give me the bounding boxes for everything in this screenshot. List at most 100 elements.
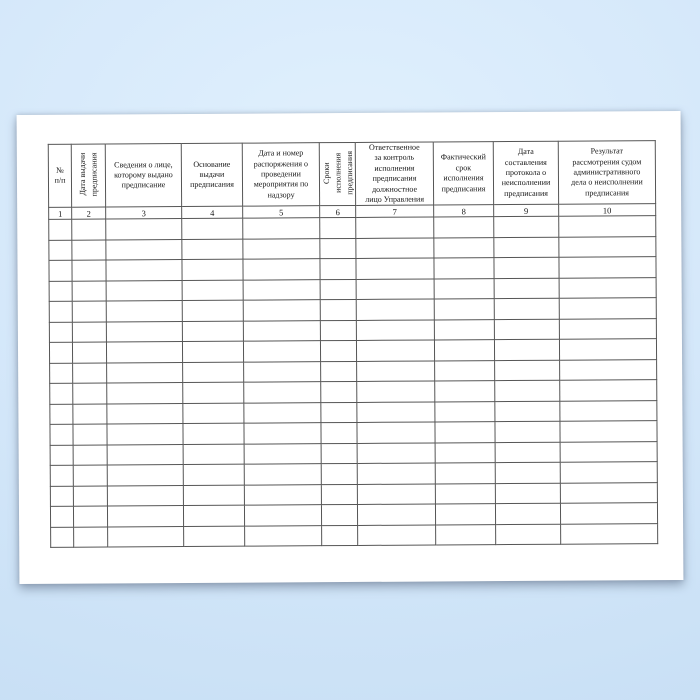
table-cell bbox=[434, 401, 495, 423]
table-cell bbox=[434, 421, 496, 443]
table-cell bbox=[435, 483, 496, 505]
table-cell bbox=[48, 240, 72, 261]
table-cell bbox=[182, 341, 244, 363]
table-cell bbox=[182, 423, 245, 445]
table-cell bbox=[560, 441, 658, 463]
table-cell bbox=[72, 321, 107, 343]
table-cell bbox=[107, 526, 184, 548]
table-cell bbox=[320, 381, 357, 403]
table-cell bbox=[243, 341, 321, 362]
table-cell bbox=[495, 524, 561, 545]
table-cell bbox=[560, 482, 658, 504]
column-number: 1 bbox=[48, 207, 72, 220]
table-cell bbox=[106, 321, 183, 343]
col-header-npp-label: № п/п bbox=[54, 165, 66, 185]
table-cell bbox=[494, 339, 560, 361]
table-cell bbox=[106, 362, 183, 384]
table-cell bbox=[434, 380, 495, 402]
col-header-responsible-official: Ответственное за контроль исполнения пре… bbox=[355, 141, 434, 206]
table-cell bbox=[49, 404, 73, 425]
table-cell bbox=[105, 239, 182, 261]
table-cell bbox=[242, 259, 321, 280]
col-header-court-result-label: Результат рассмотрения судом администрат… bbox=[571, 146, 643, 198]
table-cell bbox=[244, 443, 322, 465]
header-row: № п/п Дата выдачи предписания Сведения о… bbox=[48, 140, 656, 208]
table-cell bbox=[321, 443, 358, 465]
table-cell bbox=[183, 464, 245, 486]
table-cell bbox=[320, 279, 357, 301]
table-cell bbox=[49, 424, 74, 446]
col-header-execution-terms: Сроки исполнения предписания bbox=[319, 142, 356, 207]
table-cell bbox=[243, 402, 321, 424]
table-cell bbox=[435, 503, 496, 525]
table-cell bbox=[73, 444, 108, 466]
table-cell bbox=[435, 462, 496, 484]
table-cell bbox=[72, 301, 107, 323]
table-cell bbox=[494, 319, 560, 340]
table-cell bbox=[71, 219, 106, 241]
table-cell bbox=[356, 319, 435, 341]
column-number: 2 bbox=[71, 207, 106, 220]
table-cell bbox=[73, 506, 108, 528]
table-cell bbox=[495, 503, 561, 525]
table-cell bbox=[105, 218, 182, 240]
table-cell bbox=[356, 401, 435, 423]
table-cell bbox=[558, 256, 657, 279]
table-cell bbox=[106, 403, 183, 425]
table-cell bbox=[181, 238, 243, 260]
table-cell bbox=[355, 237, 434, 259]
table-cell bbox=[72, 362, 107, 384]
table-cell bbox=[559, 297, 657, 320]
table-cell bbox=[434, 339, 495, 361]
table-cell bbox=[560, 502, 658, 525]
empty-rows bbox=[48, 215, 658, 548]
column-number: 4 bbox=[181, 206, 243, 219]
table-cell bbox=[493, 257, 560, 279]
table-cell bbox=[49, 301, 73, 323]
col-header-issue-basis-label: Основание выдачи предписания bbox=[190, 159, 234, 190]
table-cell bbox=[106, 423, 184, 445]
table-cell bbox=[49, 322, 73, 343]
table-cell bbox=[183, 484, 245, 506]
table-cell bbox=[243, 279, 321, 301]
table-cell bbox=[321, 504, 358, 526]
table-cell bbox=[182, 279, 244, 301]
table-cell bbox=[356, 278, 435, 300]
table-cell bbox=[320, 340, 357, 362]
column-number: 10 bbox=[558, 203, 656, 217]
column-number: 3 bbox=[105, 206, 182, 220]
col-header-court-result: Результат рассмотрения судом администрат… bbox=[558, 140, 656, 205]
table-cell bbox=[320, 402, 357, 424]
table-cell bbox=[356, 360, 435, 382]
table-cell bbox=[244, 484, 322, 506]
table-cell bbox=[319, 238, 356, 260]
col-header-npp: № п/п bbox=[48, 144, 72, 208]
table-cell bbox=[106, 341, 183, 363]
table-cell bbox=[321, 525, 358, 547]
table-cell bbox=[494, 421, 561, 443]
table-cell bbox=[49, 383, 73, 405]
table-cell bbox=[48, 260, 73, 282]
col-header-issue-date: Дата выдачи предписания bbox=[71, 143, 106, 208]
col-header-protocol-date-label: Дата составления протокола о неисполнени… bbox=[501, 147, 551, 198]
column-number: 8 bbox=[433, 204, 494, 218]
column-number: 5 bbox=[242, 206, 320, 219]
table-cell bbox=[434, 298, 495, 320]
col-header-execution-terms-label: Сроки исполнения предписания bbox=[321, 150, 355, 195]
table-cell bbox=[73, 526, 108, 548]
table-cell bbox=[434, 360, 495, 382]
table-cell bbox=[181, 259, 244, 281]
col-header-issue-basis: Основание выдачи предписания bbox=[181, 143, 243, 207]
col-header-actual-term-label: Фактический срок исполнения предписания bbox=[440, 152, 486, 193]
col-header-person-info-label: Сведения о лице, которому выдано предпис… bbox=[114, 159, 173, 190]
table-cell bbox=[495, 462, 561, 484]
table-cell bbox=[243, 382, 321, 403]
table-cell bbox=[243, 300, 321, 321]
table-cell bbox=[320, 361, 357, 383]
table-cell bbox=[559, 420, 658, 443]
table-cell bbox=[107, 464, 184, 486]
table-cell bbox=[72, 403, 107, 425]
table-row bbox=[50, 523, 658, 548]
table-cell bbox=[319, 258, 357, 280]
table-cell bbox=[50, 445, 74, 466]
